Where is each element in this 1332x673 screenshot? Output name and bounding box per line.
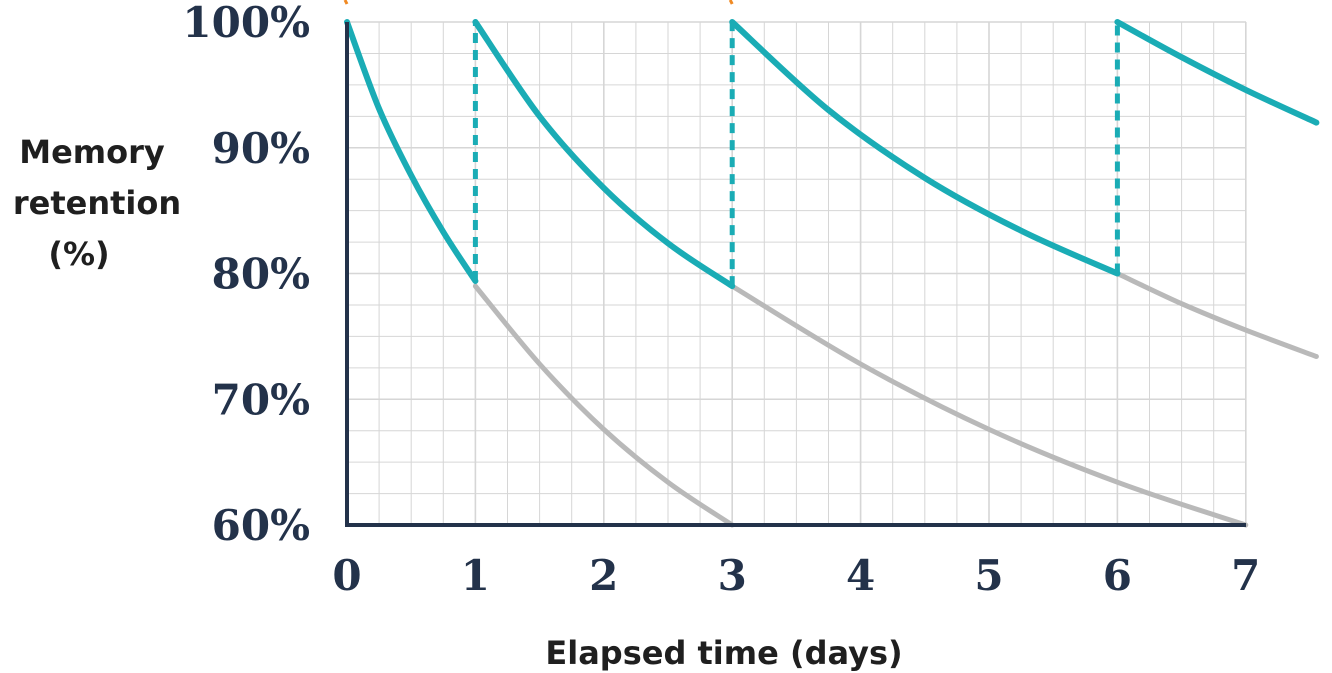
x-tick-label: 6 <box>1103 551 1132 600</box>
x-tick-label: 4 <box>846 551 875 600</box>
y-tick-label: 70% <box>212 375 310 424</box>
x-tick-label: 2 <box>589 551 618 600</box>
series-layer <box>344 19 1320 528</box>
forgetting-curve-segment <box>729 283 1249 528</box>
y-axis-title-line-1: Memory <box>19 133 165 171</box>
review-curve-segment <box>1114 19 1320 126</box>
review-curve-segment <box>472 19 736 290</box>
x-tick-label: 3 <box>718 551 747 600</box>
x-tick-label: 0 <box>332 551 361 600</box>
y-tick-label: 100% <box>182 0 310 47</box>
forgetting-curve-segment <box>472 283 735 528</box>
y-axis-title-line-3: (%) <box>48 235 109 273</box>
x-tick-label: 7 <box>1231 551 1260 600</box>
axes <box>345 22 1246 527</box>
y-axis-title-line-2: retention <box>13 184 181 222</box>
review-curve-segment <box>729 19 1121 277</box>
x-tick-label: 1 <box>461 551 490 600</box>
review-marker <box>728 0 734 5</box>
x-tick-label: 5 <box>974 551 1003 600</box>
forgetting-curve-segment <box>1114 271 1319 359</box>
review-curve-segment <box>344 19 479 284</box>
review-marker <box>343 0 349 5</box>
y-axis-title: Memory retention (%) <box>13 133 181 273</box>
y-tick-label: 90% <box>212 124 310 173</box>
tick-labels: 0 1 2 3 4 5 6 7 60% 70% 80% 90% 100% <box>182 0 1260 600</box>
y-tick-label: 80% <box>212 250 310 299</box>
y-tick-label: 60% <box>212 501 310 550</box>
x-axis-title: Elapsed time (days) <box>545 634 902 672</box>
